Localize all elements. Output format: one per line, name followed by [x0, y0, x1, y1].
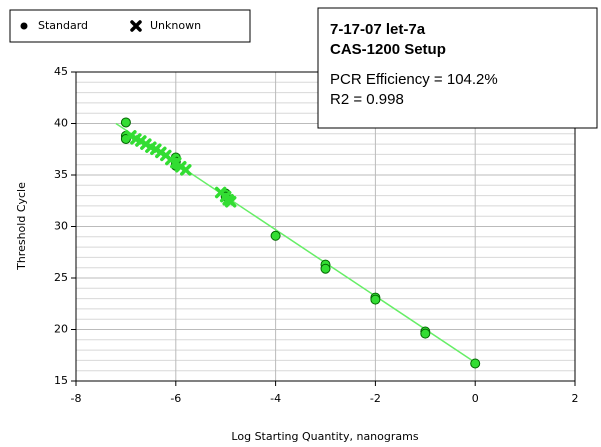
box-subtitle: CAS-1200 Setup	[330, 41, 446, 58]
legend-marker	[20, 22, 28, 30]
y-tick-label: 40	[54, 117, 68, 130]
info-box-frame	[317, 7, 598, 129]
x-tick-label: -2	[370, 392, 381, 405]
y-axis-label: Threshold Cycle	[15, 182, 28, 271]
y-tick-label: 35	[54, 168, 68, 181]
box-efficiency: PCR Efficiency = 104.2%	[330, 71, 498, 88]
y-tick-label: 15	[54, 374, 68, 387]
legend-label: Unknown	[150, 19, 201, 32]
x-tick-label: -6	[170, 392, 181, 405]
x-tick-label: -4	[270, 392, 281, 405]
point	[270, 230, 281, 241]
y-tick-label: 30	[54, 220, 68, 233]
legend-box	[9, 9, 251, 43]
y-tick-label: 25	[54, 271, 68, 284]
y-tick-label: 45	[54, 65, 68, 78]
x-tick-label: 2	[572, 392, 579, 405]
x-axis-label: Log Starting Quantity, nanograms	[231, 430, 418, 443]
point	[470, 358, 481, 369]
x-tick-label: -8	[71, 392, 82, 405]
legend: Standard Unknown	[9, 9, 251, 43]
box-r2: R2 = 0.998	[330, 91, 404, 108]
point	[420, 328, 431, 339]
point	[320, 263, 331, 274]
point	[370, 294, 381, 305]
x-tick-label: 0	[472, 392, 479, 405]
point	[120, 117, 131, 128]
box-title: 7-17-07 let-7a	[330, 21, 426, 38]
point	[180, 164, 192, 176]
legend-label: Standard	[38, 19, 88, 32]
point	[224, 196, 237, 208]
y-tick-label: 20	[54, 323, 68, 336]
info-box: 7-17-07 let-7a CAS-1200 Setup PCR Efficien…	[317, 7, 598, 129]
legend-marker	[130, 20, 142, 32]
